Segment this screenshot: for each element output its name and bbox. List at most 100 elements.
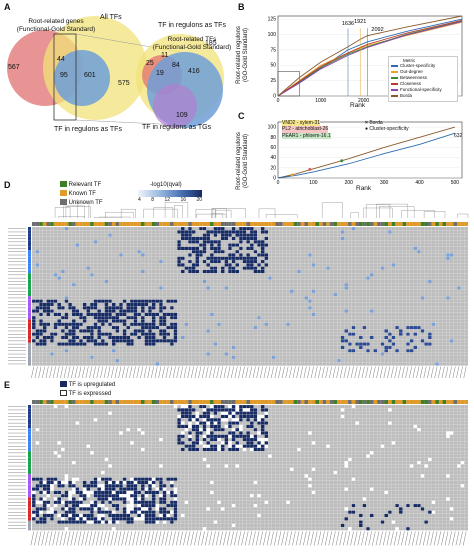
heatmap-cell <box>278 279 283 284</box>
heatmap-cell <box>148 243 152 247</box>
heatmap-cell <box>409 236 414 241</box>
heatmap-cell <box>297 256 301 261</box>
heatmap-cell <box>42 243 47 247</box>
heatmap-cell <box>435 292 440 297</box>
heatmap-cell <box>351 259 356 264</box>
heatmap-cell <box>209 263 214 267</box>
heatmap-cell <box>71 256 76 261</box>
heatmap-cell <box>257 240 261 244</box>
heatmap-cell <box>395 352 400 356</box>
heatmap-cell <box>133 230 138 234</box>
heatmap-cell <box>213 319 218 323</box>
row-cluster-color <box>28 299 31 303</box>
heatmap-cell <box>420 250 425 254</box>
heatmap-cell <box>57 256 62 261</box>
heatmap-cell <box>86 319 91 323</box>
heatmap-cell <box>460 286 465 290</box>
heatmap-cell <box>151 312 156 317</box>
heatmap-cell <box>39 349 43 353</box>
heatmap-cell <box>438 236 443 241</box>
heatmap-cell <box>249 292 254 297</box>
heatmap-cell <box>318 296 323 300</box>
heatmap-cell <box>348 259 352 264</box>
heatmap-cell <box>166 332 171 336</box>
heatmap-cell <box>246 319 251 323</box>
heatmap-cell <box>402 246 407 251</box>
heatmap-cell <box>384 322 389 327</box>
heatmap-cell <box>68 302 73 307</box>
heatmap-cell <box>322 342 327 346</box>
heatmap-cell <box>53 312 58 317</box>
heatmap-cell <box>195 243 200 247</box>
heatmap-cell <box>184 329 189 333</box>
dendrogram-branch <box>58 216 85 218</box>
heatmap-cell <box>384 316 389 320</box>
heatmap-cell <box>50 332 54 336</box>
heatmap-cell <box>224 299 229 303</box>
heatmap-cell <box>68 269 73 274</box>
heatmap-cell <box>373 312 378 317</box>
heatmap-cell <box>398 256 403 261</box>
heatmap-cell <box>249 339 254 343</box>
heatmap-cell <box>130 230 134 234</box>
heatmap-cell <box>180 349 185 353</box>
heatmap-cell <box>108 312 113 317</box>
heatmap-cell <box>249 269 254 274</box>
heatmap-cell <box>180 276 185 280</box>
heatmap-cell <box>369 269 374 274</box>
chart-b-xtick: 1000 <box>315 98 326 104</box>
heatmap-cell <box>322 325 327 330</box>
heatmap-cell <box>130 299 134 303</box>
heatmap-cell <box>213 302 218 307</box>
heatmap-cell <box>155 352 160 356</box>
heatmap-cell <box>413 236 418 241</box>
heatmap-cell <box>148 259 152 264</box>
heatmap-cell <box>100 299 105 303</box>
heatmap-cell <box>391 292 396 297</box>
heatmap-cell <box>122 273 127 277</box>
chart-b-zoom-box <box>277 71 300 97</box>
heatmap-cell <box>289 259 294 264</box>
heatmap-cell <box>271 256 276 261</box>
heatmap-cell <box>97 319 102 323</box>
heatmap-cell <box>253 329 258 333</box>
heatmap-cell <box>144 233 149 237</box>
dendrogram-branch <box>401 210 435 218</box>
heatmap-cell <box>348 312 352 317</box>
heatmap-cell <box>297 273 301 277</box>
tf-category-cell <box>217 222 221 226</box>
tf-category-cell <box>108 222 112 226</box>
heatmap-cell <box>60 316 65 320</box>
heatmap-cell <box>151 322 156 327</box>
heatmap-cell <box>108 256 113 261</box>
heatmap-cell <box>90 263 94 267</box>
heatmap-cell <box>380 250 385 254</box>
heatmap-cell <box>398 352 403 356</box>
heatmap-cell <box>209 253 214 257</box>
heatmap-cell <box>435 276 440 280</box>
heatmap-cell <box>213 335 218 340</box>
heatmap-cell <box>253 240 258 244</box>
heatmap-cell <box>300 273 305 277</box>
venn2-label-regulons-tgs: TF in regulons as TGs <box>142 124 212 131</box>
heatmap-cell <box>315 233 320 237</box>
heatmap-cell <box>173 226 178 231</box>
heatmap-cell <box>206 292 211 297</box>
heatmap-cell <box>402 332 407 336</box>
heatmap-cell <box>231 256 236 261</box>
heatmap-cell <box>351 342 356 346</box>
heatmap-cell <box>231 240 236 244</box>
heatmap-cell <box>202 342 207 346</box>
heatmap-cell <box>278 302 283 307</box>
heatmap-cell <box>460 335 465 340</box>
heatmap-cell <box>97 226 102 231</box>
heatmap-cell <box>217 273 222 277</box>
heatmap-cell <box>355 302 360 307</box>
heatmap-cell <box>137 309 142 313</box>
heatmap-cell <box>108 276 113 280</box>
heatmap-cell <box>188 246 192 251</box>
heatmap-cell <box>90 269 94 274</box>
heatmap-cell <box>398 316 403 320</box>
heatmap-cell <box>366 240 370 244</box>
heatmap-cell <box>344 312 349 317</box>
